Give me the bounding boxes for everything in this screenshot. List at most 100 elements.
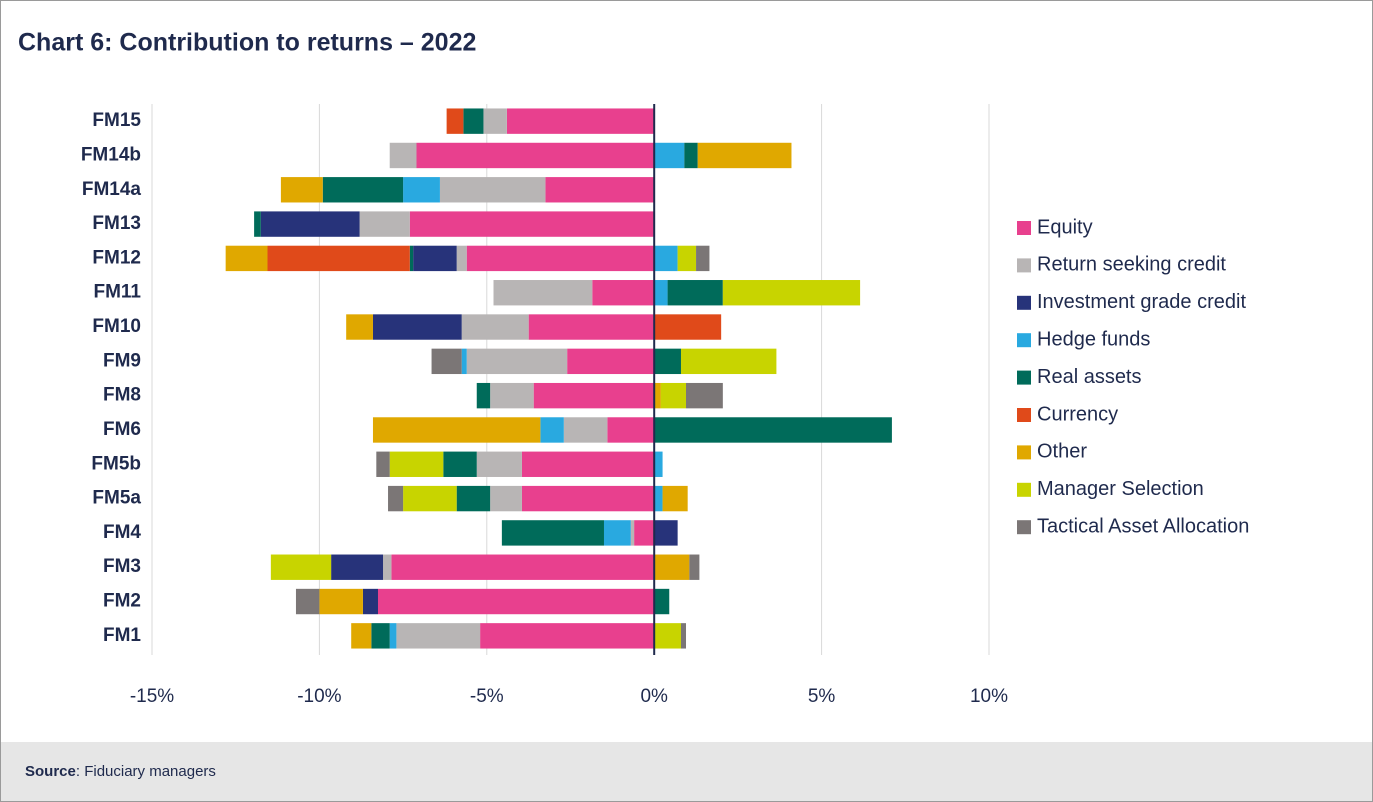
- bar-segment: [667, 280, 723, 306]
- y-tick-label: FM6: [103, 419, 141, 440]
- bar-segment: [490, 485, 522, 512]
- legend-label: Investment grade credit: [1037, 291, 1246, 313]
- bar-segment: [409, 211, 655, 237]
- bar-segment: [654, 485, 663, 512]
- bar-segment: [654, 314, 722, 340]
- bar-segment: [346, 314, 373, 340]
- bar-segment: [490, 382, 534, 409]
- y-tick-label: FM12: [92, 247, 141, 268]
- chart-title: Chart 6: Contribution to returns – 2022: [18, 29, 476, 57]
- bar-segment: [506, 108, 655, 134]
- bar-segment: [359, 211, 410, 237]
- bar-segment: [480, 623, 655, 649]
- y-tick-label: FM14b: [81, 144, 141, 165]
- bar-segment: [331, 554, 384, 580]
- bar-segment: [476, 451, 522, 477]
- bar-segment: [697, 142, 792, 169]
- y-tick-label: FM5b: [91, 453, 141, 474]
- bar-segment: [413, 245, 457, 272]
- y-tick-label: FM1: [103, 625, 141, 646]
- bar-segment: [295, 588, 320, 615]
- bar-segment: [545, 177, 655, 203]
- bar-segment: [654, 280, 668, 306]
- bar-segment: [654, 245, 678, 272]
- bar-segment: [322, 177, 404, 203]
- bar-segment: [630, 520, 635, 546]
- bar-segment: [501, 520, 604, 546]
- source-text: : Fiduciary managers: [75, 763, 216, 780]
- bar-segment: [521, 485, 655, 512]
- bar-segment: [431, 348, 462, 375]
- x-tick-label: 10%: [970, 686, 1008, 707]
- bar-segment: [654, 554, 690, 580]
- bar-segment: [376, 451, 390, 477]
- y-tick-label: FM14a: [82, 179, 142, 200]
- bar-segment: [280, 177, 323, 203]
- bar-segment: [383, 554, 392, 580]
- bar-segment: [391, 554, 655, 580]
- legend-swatch: [1017, 221, 1031, 235]
- bar-segment: [654, 588, 670, 615]
- bar-segment: [456, 245, 467, 272]
- bar-segment: [654, 520, 678, 546]
- bar-segment: [446, 108, 464, 134]
- bar-segment: [654, 451, 663, 477]
- bar-segment: [528, 314, 655, 340]
- x-tick-label: -10%: [297, 686, 341, 707]
- bar-segment: [654, 382, 661, 409]
- legend-swatch: [1017, 333, 1031, 348]
- legend-swatch: [1017, 445, 1031, 460]
- bar-segment: [680, 623, 687, 649]
- bar-segment: [654, 417, 892, 443]
- bar-segment: [403, 177, 440, 203]
- bar-segment: [372, 314, 462, 340]
- y-tick-label: FM11: [93, 282, 141, 303]
- bar-segment: [476, 382, 491, 409]
- y-tick-label: FM4: [103, 522, 141, 543]
- bar-segment: [388, 485, 404, 512]
- bar-segment: [533, 382, 655, 409]
- legend-label: Other: [1037, 441, 1087, 463]
- legend-label: Return seeking credit: [1037, 254, 1226, 276]
- legend-swatch: [1017, 370, 1031, 385]
- legend-label: Tactical Asset Allocation: [1037, 515, 1249, 537]
- bar-segment: [371, 623, 390, 649]
- bar-segment: [225, 245, 268, 272]
- bar-segment: [696, 245, 710, 272]
- bar-segment: [563, 417, 608, 443]
- source-label: Source: [25, 763, 76, 780]
- bar-segment: [654, 348, 681, 375]
- bar-segment: [351, 623, 372, 649]
- bar-segment: [634, 520, 655, 546]
- x-tick-label: 5%: [808, 686, 836, 707]
- bar-segment: [722, 280, 861, 306]
- legend-label: Manager Selection: [1037, 478, 1204, 500]
- bar-segment: [416, 142, 655, 169]
- y-tick-label: FM9: [103, 350, 141, 371]
- y-tick-label: FM13: [92, 213, 141, 234]
- y-tick-label: FM8: [103, 385, 141, 406]
- x-tick-label: -15%: [130, 686, 174, 707]
- bar-segment: [466, 245, 655, 272]
- y-tick-label: FM5a: [92, 488, 141, 509]
- bar-segment: [567, 348, 655, 375]
- bar-segment: [677, 245, 697, 272]
- bar-segment: [466, 348, 568, 375]
- bar-segment: [463, 108, 484, 134]
- legend-swatch: [1017, 520, 1031, 535]
- bar-segment: [540, 417, 564, 443]
- bar-segment: [389, 451, 444, 477]
- bar-segment: [409, 245, 414, 272]
- bar-segment: [654, 142, 685, 169]
- legend-label: Equity: [1037, 216, 1093, 238]
- bar-segment: [389, 142, 417, 169]
- bar-segment: [396, 623, 481, 649]
- bar-segment: [461, 348, 467, 375]
- bar-segment: [270, 554, 332, 580]
- bar-segment: [260, 211, 360, 237]
- footer: Source: Fiduciary managers: [1, 742, 1372, 801]
- y-tick-label: FM10: [92, 316, 141, 337]
- x-tick-label: -5%: [470, 686, 504, 707]
- y-tick-label: FM3: [103, 556, 141, 577]
- legend-label: Hedge funds: [1037, 328, 1150, 350]
